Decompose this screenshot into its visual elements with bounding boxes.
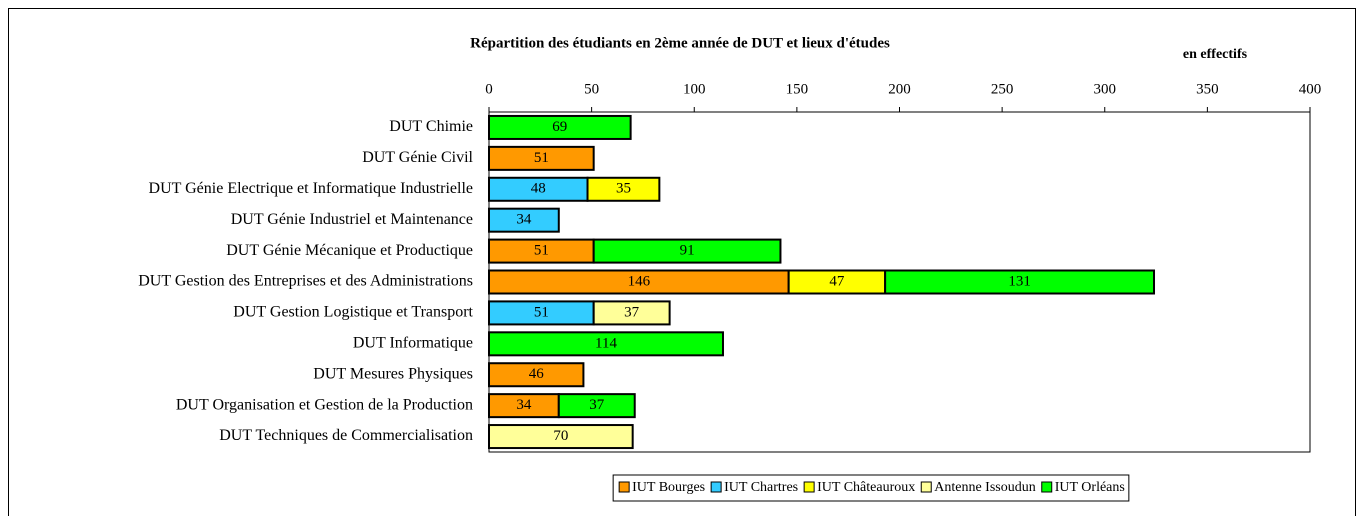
data-label: 131 — [1008, 273, 1031, 289]
bar — [592, 300, 671, 326]
data-label: 47 — [829, 273, 845, 289]
x-tick-label: 300 — [1094, 81, 1117, 97]
bar — [488, 331, 724, 357]
y-tick-label: DUT Génie Industriel et Maintenance — [231, 211, 473, 228]
x-tick-label: 100 — [683, 81, 706, 97]
y-tick-label: DUT Génie Civil — [362, 149, 473, 166]
y-tick-label: DUT Organisation et Gestion de la Produc… — [176, 396, 473, 413]
data-label: 114 — [595, 335, 617, 351]
data-label: 51 — [534, 243, 549, 259]
data-label: 46 — [529, 366, 545, 382]
x-tick-label: 250 — [991, 81, 1014, 97]
bar — [488, 145, 595, 171]
legend-label: IUT Chartres — [724, 480, 798, 495]
legend-label: IUT Orléans — [1055, 480, 1125, 495]
legend-swatch — [803, 481, 815, 493]
frame — [8, 8, 1356, 516]
data-label: 35 — [616, 181, 631, 197]
bar — [557, 393, 636, 419]
data-label: 70 — [553, 428, 568, 444]
y-tick-label: DUT Gestion des Entreprises et des Admin… — [138, 273, 473, 290]
bar — [488, 207, 560, 233]
legend-swatch — [710, 481, 722, 493]
bar — [488, 424, 634, 450]
data-label: 48 — [531, 181, 546, 197]
data-label: 69 — [552, 119, 567, 135]
legend-label: IUT Bourges — [632, 480, 705, 495]
bar — [488, 114, 632, 140]
chart-title: Répartition des étudiants en 2ème année … — [470, 35, 890, 51]
legend-swatch — [920, 481, 932, 493]
data-label: 51 — [534, 304, 549, 320]
y-tick-label: DUT Chimie — [389, 118, 473, 135]
x-tick-label: 0 — [485, 81, 493, 97]
x-tick-label: 350 — [1196, 81, 1219, 97]
data-label: 91 — [680, 243, 695, 259]
data-label: 51 — [534, 150, 549, 166]
x-tick-label: 200 — [888, 81, 911, 97]
y-tick-label: DUT Mesures Physiques — [313, 365, 473, 382]
legend-swatch — [1041, 481, 1053, 493]
y-tick-label: DUT Génie Mécanique et Productique — [226, 242, 473, 259]
data-label: 34 — [516, 397, 532, 413]
y-tick-label: DUT Gestion Logistique et Transport — [233, 304, 473, 321]
bar — [586, 176, 661, 202]
bar — [884, 269, 1156, 295]
x-tick-label: 50 — [584, 81, 599, 97]
chart-subtitle: en effectifs — [1183, 47, 1248, 62]
y-tick-label: DUT Génie Electrique et Informatique Ind… — [149, 180, 473, 197]
x-tick-label: 150 — [786, 81, 809, 97]
data-label: 34 — [516, 212, 532, 228]
y-tick-label: DUT Techniques de Commercialisation — [219, 427, 473, 444]
legend-swatch — [618, 481, 630, 493]
x-tick-label: 400 — [1299, 81, 1322, 97]
data-label: 37 — [624, 304, 640, 320]
y-tick-label: DUT Informatique — [353, 334, 473, 351]
bar — [488, 362, 585, 388]
data-label: 146 — [628, 273, 651, 289]
data-label: 37 — [589, 397, 605, 413]
legend-label: IUT Châteauroux — [817, 480, 915, 495]
bar — [592, 238, 782, 264]
legend-label: Antenne Issoudun — [934, 480, 1036, 495]
